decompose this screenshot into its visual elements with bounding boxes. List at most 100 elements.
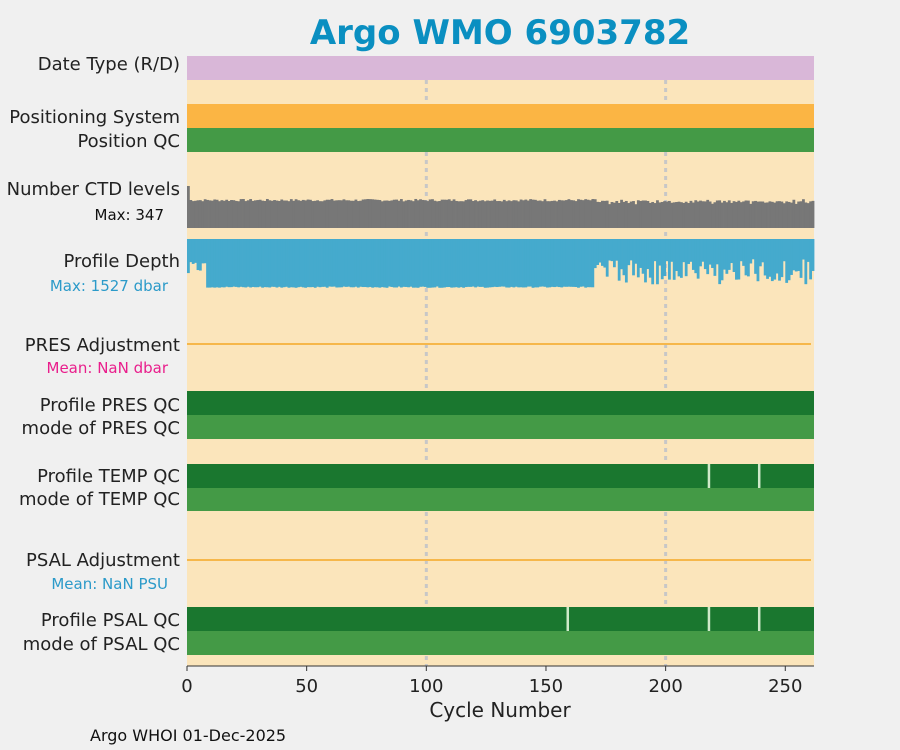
ctd-bar [469,199,473,228]
depth-bar [318,239,322,288]
x-tick-label: 0 [181,676,192,697]
ctd-bar [586,199,590,228]
depth-bar [237,239,241,288]
ctd-bar [318,201,322,228]
depth-bar [206,239,209,288]
ctd-bar [675,202,678,228]
ctd-bar [354,199,358,228]
profile-temp-qc-break [707,464,711,488]
depth-bar [208,239,212,288]
ctd-bar [481,200,485,228]
ctd-bar [526,200,530,228]
depth-bar [689,239,693,262]
label-mode-temp-qc: mode of TEMP QC [19,489,180,510]
depth-bar [746,239,750,277]
ctd-bar [663,201,667,228]
ctd-bar [246,200,250,228]
ctd-bar [201,201,205,228]
depth-bar [445,239,449,288]
ctd-bar [723,200,726,228]
depth-bar [289,239,293,288]
ctd-bar [735,201,738,228]
ctd-bar [737,200,741,228]
ctd-bar [778,201,781,228]
ctd-bar [426,201,430,228]
ctd-bar [368,199,372,228]
ctd-bar [560,200,564,228]
ctd-bar [287,201,291,228]
ctd-bar [191,201,195,228]
profile-temp-qc-break [757,464,761,488]
ctd-bar [543,199,547,228]
depth-bar [589,239,592,288]
depth-bar [713,239,717,276]
depth-bar [376,239,379,288]
data-marks [187,56,815,655]
depth-bar [378,239,382,288]
depth-bar [244,239,248,288]
depth-bar [306,239,310,288]
ctd-bar [323,200,327,228]
depth-bar [452,239,456,288]
ctd-bar [395,199,398,228]
ctd-bar [562,200,566,228]
ctd-bar [289,199,293,228]
ctd-bar [589,200,592,228]
ctd-bar [694,200,698,228]
depth-bar [768,239,772,277]
depth-bar [677,239,681,277]
ctd-bar [545,201,549,228]
date-type-band [187,56,814,80]
ctd-bar [189,200,193,228]
mode-temp-qc-band [187,488,814,511]
row-labels: Date Type (R/D) Positioning System Posit… [7,54,180,655]
ctd-levels-series [187,186,815,228]
ctd-bar [660,201,664,228]
depth-bar [534,239,537,288]
ctd-bar [790,202,793,228]
depth-bar [285,239,288,287]
depth-bar [222,239,226,288]
ctd-bar [419,199,422,228]
depth-bar [711,239,714,268]
ctd-bar [744,200,748,228]
ctd-bar [488,200,492,228]
depth-bar [557,239,561,288]
ctd-bar [486,200,489,228]
ctd-bar [474,200,477,228]
depth-bar [397,239,401,287]
depth-bar [239,239,243,287]
depth-bar [481,239,485,287]
ctd-bar [309,199,312,228]
ctd-bar [325,199,329,228]
ctd-bar [254,200,257,228]
ctd-bar [701,201,705,228]
depth-bar [273,239,276,287]
depth-bar [263,239,267,288]
ctd-bar [210,200,214,228]
ctd-bar [761,201,765,228]
depth-bar [447,239,451,287]
depth-bar [280,239,284,288]
depth-bar [670,239,674,262]
depth-bar [526,239,530,287]
depth-bar [694,239,698,274]
ctd-bar [773,202,777,228]
depth-bar [603,239,607,268]
ctd-bar [447,199,451,228]
ctd-bar [622,201,626,228]
profile-pres-qc-band [187,391,814,415]
ctd-bar [371,199,375,228]
depth-bar [440,239,444,288]
ctd-bar [187,186,190,228]
depth-bar [586,239,590,288]
ctd-bar [435,201,439,228]
depth-bar [474,239,477,288]
ctd-bar [313,200,317,228]
depth-bar [270,239,274,287]
depth-bar [510,239,513,287]
ctd-bar [431,199,434,228]
ctd-bar [203,199,207,228]
ctd-bar [730,202,734,228]
label-mode-pres-qc: mode of PRES QC [22,418,180,439]
